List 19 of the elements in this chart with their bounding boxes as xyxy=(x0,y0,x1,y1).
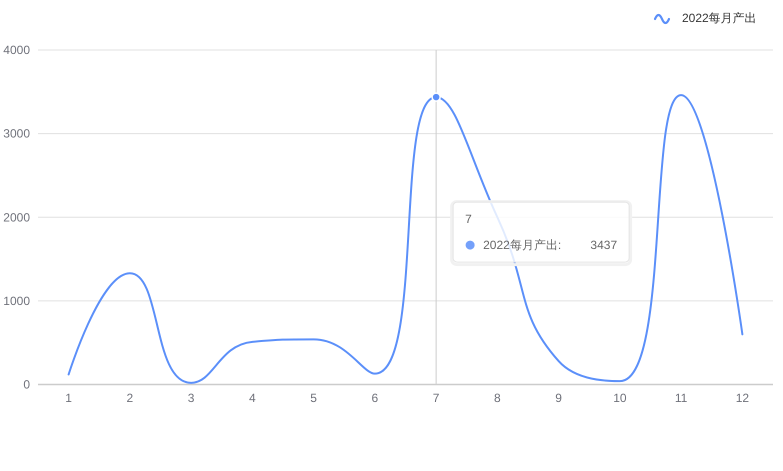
x-tick-label: 8 xyxy=(494,391,501,405)
y-tick-label: 2000 xyxy=(3,210,30,224)
x-tick-label: 7 xyxy=(432,391,440,405)
x-tick-label: 2 xyxy=(126,391,134,405)
x-tick-label: 9 xyxy=(555,391,562,405)
legend: 2022每月产出 xyxy=(654,11,757,25)
x-tick-label: 11 xyxy=(674,391,688,405)
y-tick-label: 1000 xyxy=(3,294,30,308)
x-tick-label: 1 xyxy=(65,391,72,405)
y-tick-label: 4000 xyxy=(3,43,30,57)
y-tick-label: 0 xyxy=(23,378,30,392)
x-tick-label: 4 xyxy=(249,391,256,405)
x-tick-label: 3 xyxy=(188,391,194,405)
x-tick-label: 6 xyxy=(372,391,378,405)
legend-label: 2022每月产出 xyxy=(682,11,757,25)
y-tick-label: 3000 xyxy=(3,126,30,141)
x-tick-label: 10 xyxy=(613,391,627,405)
x-tick-label: 12 xyxy=(736,391,750,405)
x-tick-label: 5 xyxy=(310,391,317,405)
